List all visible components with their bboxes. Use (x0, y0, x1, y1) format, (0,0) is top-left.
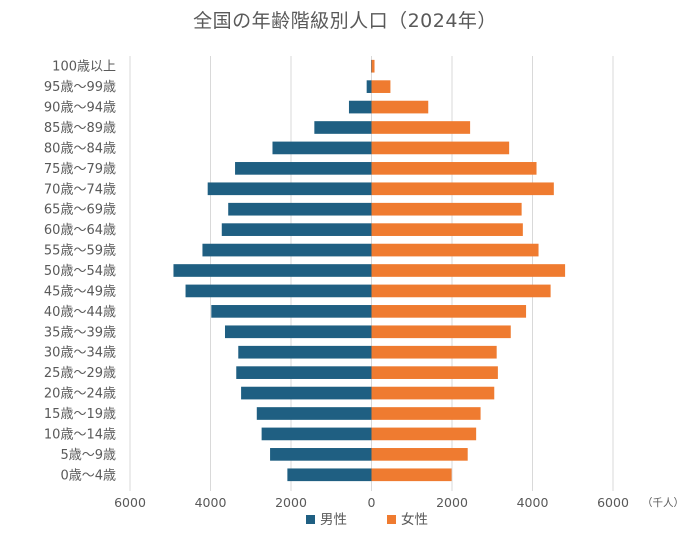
bar-female-5 (371, 162, 537, 175)
legend-swatch-female (387, 515, 396, 524)
bar-female-20 (371, 468, 452, 482)
bar-male-10 (173, 264, 372, 277)
bar-female-10 (371, 264, 566, 277)
x-tick-label-5: 4000 (517, 495, 549, 510)
category-label-2: 90歳～94歳 (44, 101, 116, 116)
bar-female-17 (371, 407, 481, 420)
x-tick-label-6: 6000 (597, 495, 629, 510)
category-label-9: 55歳～59歳 (44, 244, 116, 259)
bar-male-1 (366, 80, 372, 93)
category-label-18: 10歳～14歳 (44, 427, 116, 442)
category-label-6: 70歳～74歳 (44, 182, 116, 197)
bar-female-19 (371, 448, 468, 461)
legend-label-female: 女性 (401, 511, 428, 528)
bar-female-15 (371, 366, 498, 379)
bar-male-18 (261, 427, 372, 441)
bar-male-12 (211, 305, 372, 318)
chart-title: 全国の年齢階級別人口（2024年） (193, 10, 497, 32)
category-label-10: 50歳～54歳 (44, 264, 116, 279)
category-label-7: 65歳～69歳 (44, 203, 116, 218)
category-label-5: 75歳～79歳 (44, 162, 116, 177)
x-tick-label-2: 2000 (275, 495, 307, 510)
category-label-1: 95歳～99歳 (44, 80, 116, 95)
bar-male-5 (235, 162, 372, 175)
bar-male-19 (270, 448, 372, 461)
bar-male-0 (371, 59, 372, 73)
category-label-12: 40歳～44歳 (44, 305, 116, 320)
category-label-15: 25歳～29歳 (44, 366, 116, 381)
x-tick-label-4: 2000 (436, 495, 468, 510)
bar-female-6 (371, 182, 554, 196)
bar-male-7 (228, 202, 372, 216)
bar-female-13 (371, 325, 511, 339)
bar-male-8 (221, 223, 372, 236)
category-label-8: 60歳～64歳 (44, 223, 116, 238)
bar-female-18 (371, 427, 477, 441)
legend-label-male: 男性 (320, 512, 347, 528)
category-label-13: 35歳～39歳 (44, 325, 116, 340)
x-tick-label-1: 4000 (195, 495, 227, 510)
category-label-0: 100歳以上 (52, 60, 116, 75)
bar-female-3 (371, 121, 471, 134)
bar-male-13 (224, 325, 372, 339)
bar-female-7 (371, 202, 522, 216)
bar-male-16 (241, 386, 372, 400)
bar-male-2 (348, 100, 372, 114)
unit-label: （千人） (642, 497, 684, 509)
bar-male-6 (207, 182, 372, 196)
category-label-17: 15歳～19歳 (44, 407, 116, 422)
bar-female-9 (371, 243, 539, 257)
x-tick-label-3: 0 (368, 495, 376, 510)
bar-male-14 (238, 345, 372, 359)
bar-male-3 (314, 121, 372, 134)
bar-female-12 (371, 305, 527, 318)
x-tick-label-0: 6000 (114, 495, 146, 510)
category-label-14: 30歳～34歳 (44, 346, 116, 361)
bar-female-11 (371, 284, 551, 298)
category-label-3: 85歳～89歳 (44, 121, 116, 136)
bar-female-16 (371, 386, 495, 400)
legend-swatch-male (306, 515, 315, 524)
bar-female-2 (371, 100, 429, 114)
category-label-20: 0歳～4歳 (60, 468, 116, 483)
bar-male-9 (202, 243, 372, 257)
bar-female-4 (371, 141, 510, 155)
category-label-4: 80歳～84歳 (44, 141, 116, 156)
category-label-19: 5歳～9歳 (60, 448, 116, 463)
bar-male-4 (272, 141, 372, 155)
bar-male-11 (185, 284, 372, 298)
category-label-16: 20歳～24歳 (44, 387, 116, 402)
bar-male-15 (236, 366, 372, 379)
bar-female-8 (371, 223, 523, 236)
bar-male-17 (256, 407, 372, 420)
bar-female-0 (371, 59, 375, 73)
bar-female-14 (371, 345, 497, 359)
bar-male-20 (287, 468, 372, 482)
bar-female-1 (371, 80, 391, 93)
category-label-11: 45歳～49歳 (44, 284, 116, 299)
